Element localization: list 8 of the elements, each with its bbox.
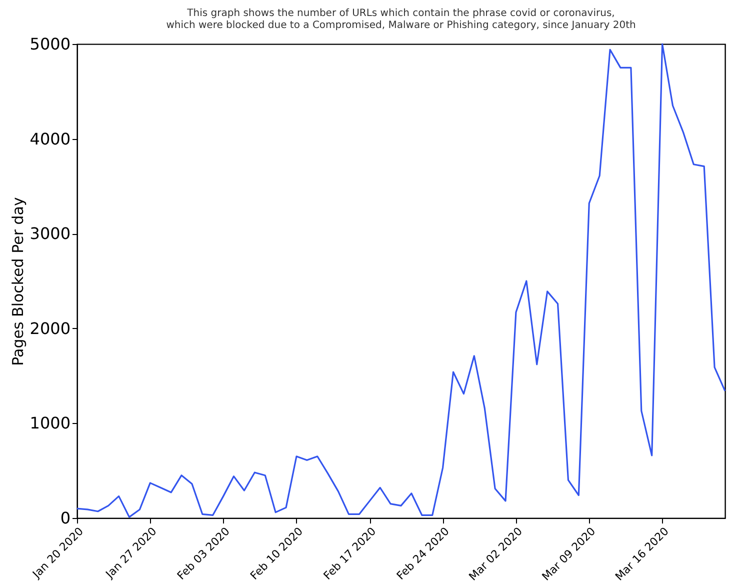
y-tick-label: 2000 bbox=[30, 318, 70, 338]
y-tick-label: 4000 bbox=[30, 129, 70, 148]
y-tick-label: 0 bbox=[60, 508, 70, 528]
y-tick-label: 1000 bbox=[30, 414, 70, 433]
y-tick-label: 3000 bbox=[30, 224, 70, 244]
y-axis-title: Pages Blocked Per day bbox=[8, 197, 27, 366]
y-tick-label: 5000 bbox=[30, 34, 70, 54]
chart-title: This graph shows the number of URLs which contain the phrase covid or coronavirus, which were blocked due to a Compromised, Malware or Phishing category, since January 20th bbox=[166, 8, 636, 31]
